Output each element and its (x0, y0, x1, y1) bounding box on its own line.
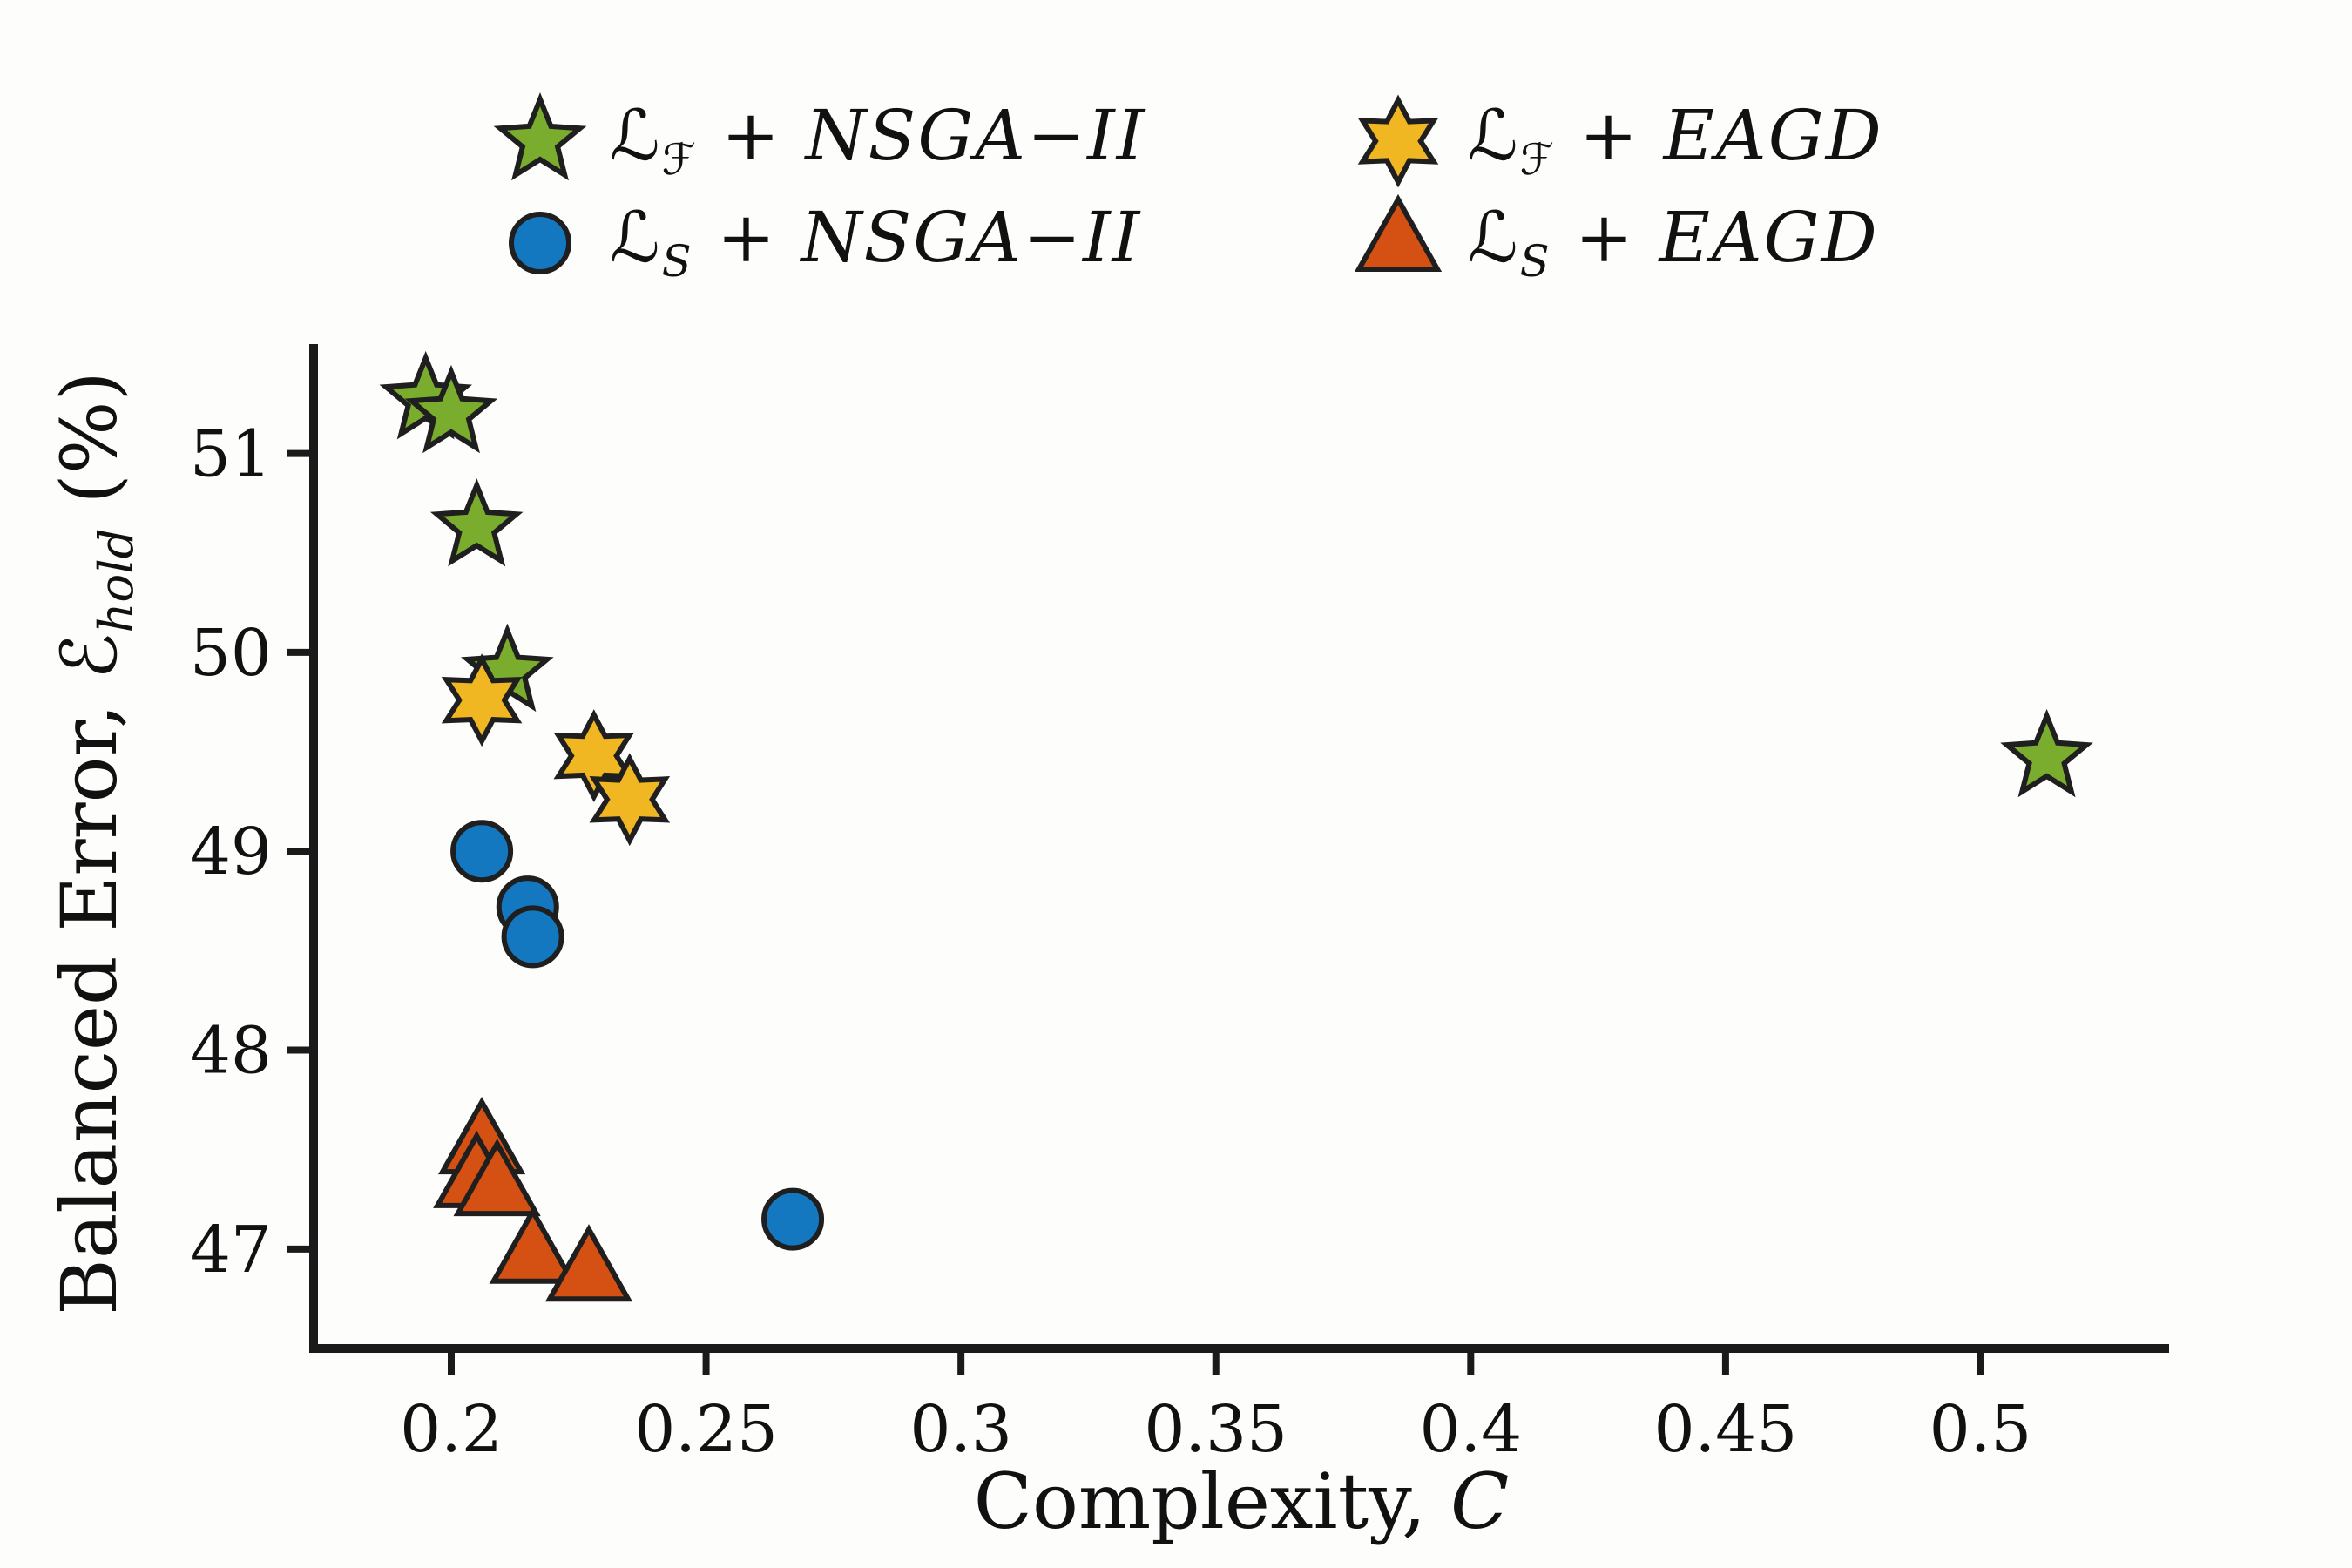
x-tick-label: 0.35 (1144, 1392, 1288, 1467)
data-point-star6 (1357, 94, 1439, 188)
x-tick-label: 0.2 (400, 1392, 503, 1467)
x-label-symbol: C (1450, 1456, 1510, 1546)
legend-label: ℒℱ + NSGA−II (610, 95, 1146, 185)
star6-legend-icon (1357, 94, 1439, 188)
legend-text: + EAGD (1551, 196, 1879, 278)
data-point-star6 (553, 709, 635, 803)
legend-subscript: S (661, 235, 693, 287)
star5-legend-icon (493, 91, 587, 181)
legend-text: + NSGA−II (693, 196, 1142, 278)
y-axis-label: Balanced Error, ℰhold (%) (44, 371, 144, 1315)
x-tick-label: 0.4 (1419, 1392, 1522, 1467)
x-label-text: Complexity, (973, 1456, 1451, 1546)
y-tick-label: 50 (190, 616, 272, 691)
legend-subscript: ℱ (1519, 133, 1556, 185)
y-tick-label: 51 (190, 417, 272, 492)
x-tick-label: 0.3 (909, 1392, 1012, 1467)
legend-subscript: ℱ (661, 133, 698, 185)
y-label-text: Balanced Error, (44, 679, 135, 1315)
x-axis-label: Complexity, C (974, 1456, 1510, 1546)
legend-item-lf-nsga2: ℒℱ + NSGA−II (488, 83, 1146, 196)
legend-subscript: S (1519, 235, 1551, 287)
data-point-triangle (1354, 193, 1443, 272)
x-tick-label: 0.25 (634, 1392, 778, 1467)
legend-label: ℒS + NSGA−II (610, 197, 1141, 287)
legend-symbol: ℒ (610, 94, 662, 176)
circle-legend-icon (509, 212, 571, 274)
data-point-circle (450, 820, 514, 883)
legend-symbol: ℒ (1468, 94, 1520, 176)
legend-item-ls-nsga2: ℒS + NSGA−II (488, 185, 1141, 298)
data-point-triangle (489, 1206, 577, 1284)
legend-label: ℒS + EAGD (1468, 197, 1879, 287)
data-point-star5 (429, 478, 524, 567)
y-tick-label: 48 (190, 1014, 272, 1089)
data-point-star5 (493, 91, 587, 181)
y-label-subscript: hold (87, 528, 144, 633)
y-label-suffix: (%) (44, 371, 135, 529)
data-point-triangle (453, 1138, 541, 1217)
legend-text: + EAGD (1555, 94, 1883, 176)
data-point-triangle (544, 1224, 633, 1302)
legend-label: ℒℱ + EAGD (1468, 95, 1883, 185)
data-point-star6 (589, 753, 671, 847)
y-tick-label: 49 (190, 814, 272, 889)
legend-symbol: ℒ (1468, 196, 1520, 278)
data-point-circle (509, 212, 571, 274)
data-point-star5 (404, 364, 498, 454)
y-tick-label: 47 (190, 1213, 272, 1288)
x-tick-label: 0.45 (1654, 1392, 1798, 1467)
data-point-circle (501, 905, 564, 969)
legend-item-ls-eagd: ℒS + EAGD (1346, 185, 1879, 298)
x-tick-label: 0.5 (1930, 1392, 2032, 1467)
triangle-legend-icon (1354, 193, 1443, 272)
legend-item-lf-eagd: ℒℱ + EAGD (1346, 83, 1883, 196)
data-point-star5 (2000, 708, 2093, 798)
legend-symbol: ℒ (610, 196, 662, 278)
y-label-symbol: ℰ (44, 632, 135, 680)
data-point-circle (761, 1187, 825, 1251)
legend-text: + NSGA−II (697, 94, 1146, 176)
data-point-star6 (441, 653, 523, 747)
